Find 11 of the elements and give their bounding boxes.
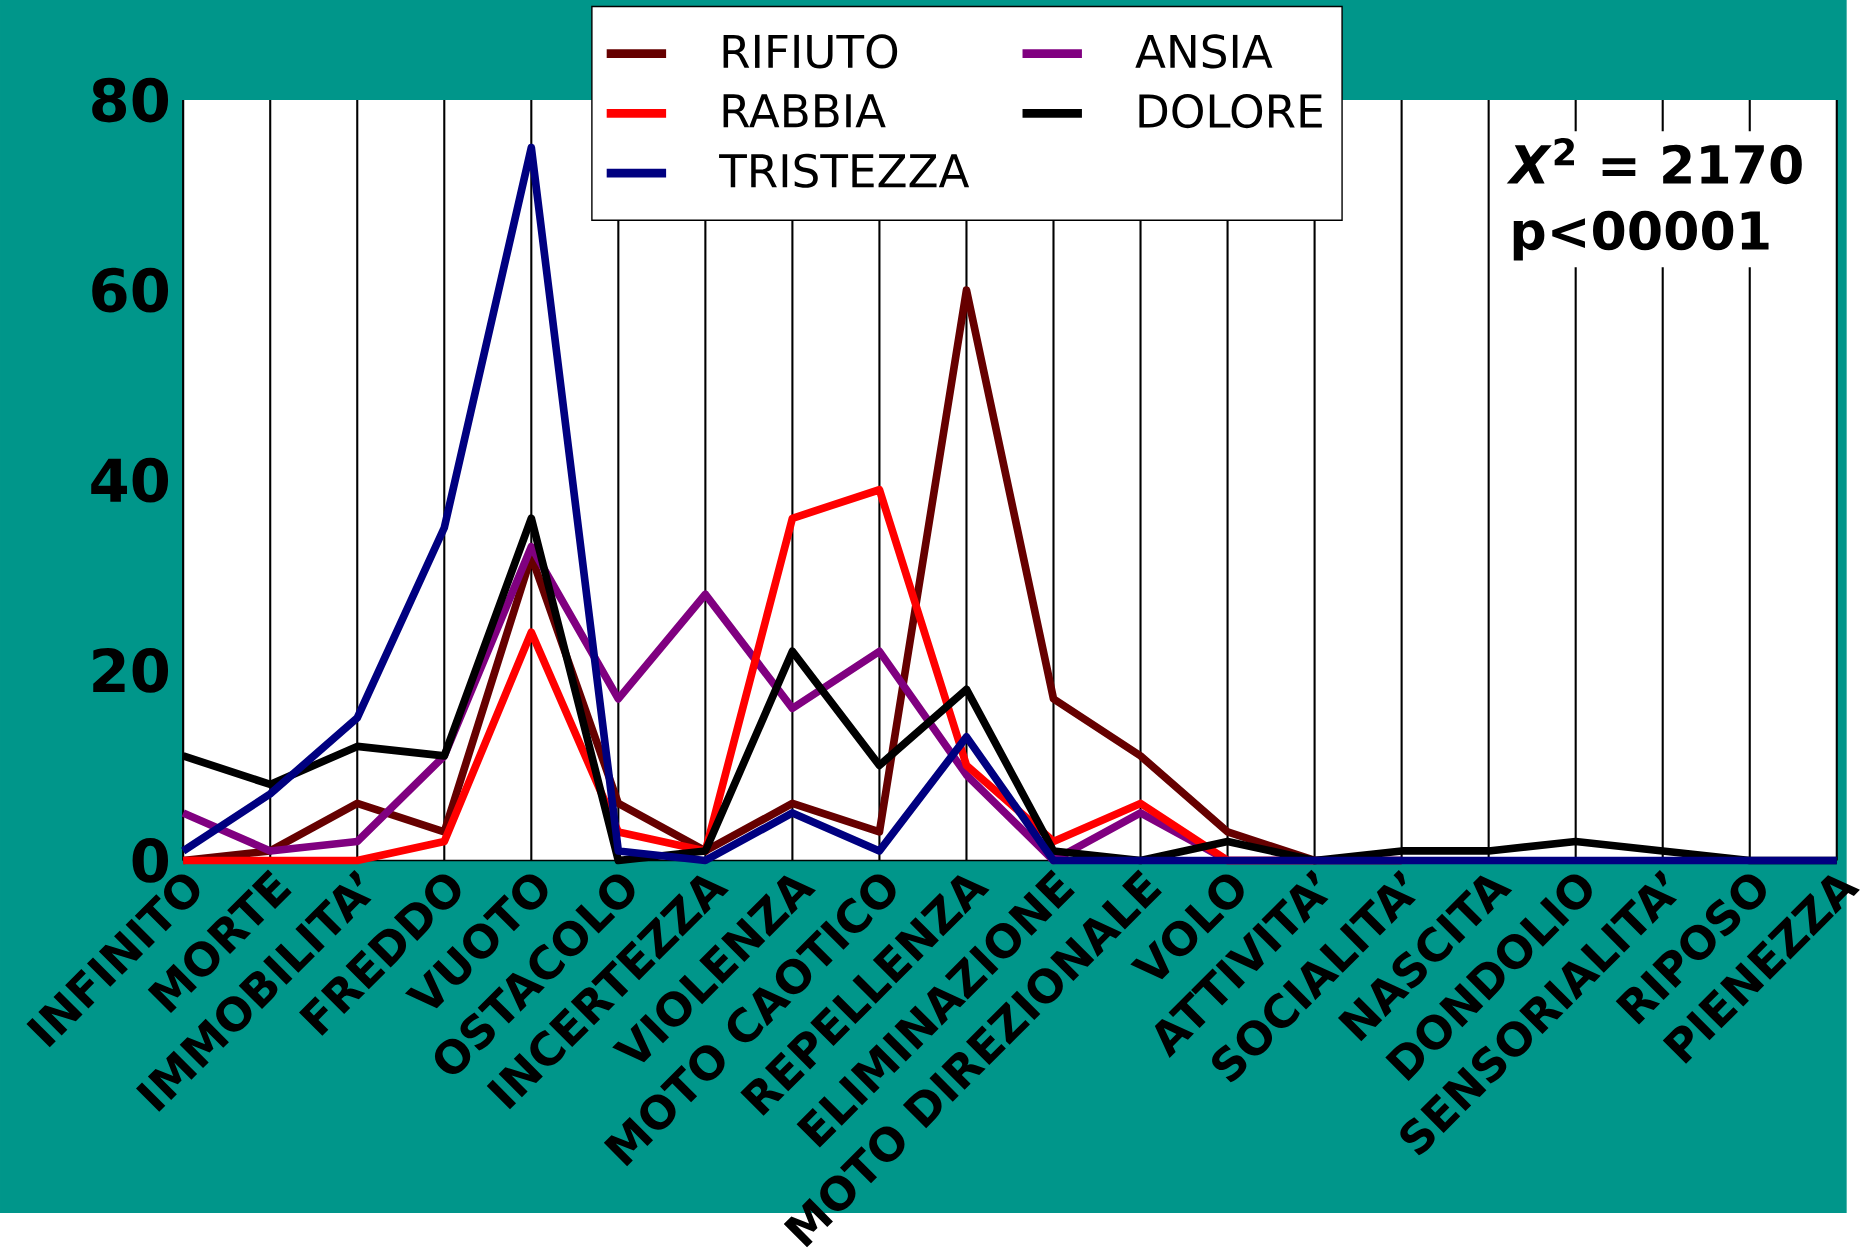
y-tick-label: 20 xyxy=(93,648,169,693)
annotation: p<00001 xyxy=(1513,210,1769,261)
y-tick-label: 80 xyxy=(92,77,169,123)
legend-label: RABBIA xyxy=(723,94,886,128)
y-tick-label: 40 xyxy=(91,458,169,503)
legend-label: TRISTEZZA xyxy=(719,153,970,189)
legend-label: RIFIUTO xyxy=(723,34,898,69)
legend-label: DOLORE xyxy=(1139,94,1322,129)
legend-label: ANSIA xyxy=(1135,34,1273,69)
y-tick-label: 60 xyxy=(92,267,169,313)
annotation: X$^{2}$ = 2170 xyxy=(1506,138,1802,185)
